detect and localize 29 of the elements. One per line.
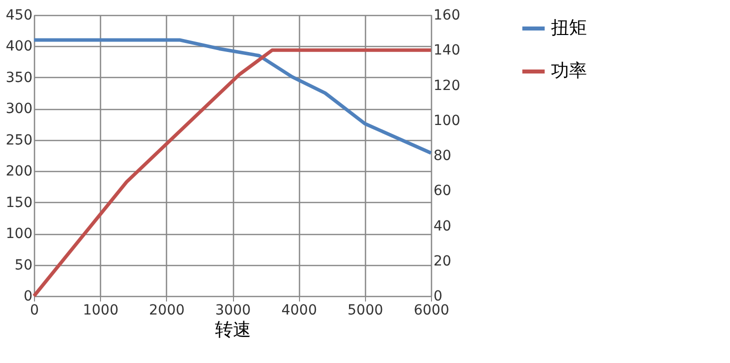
y-tick-label: 400	[6, 38, 32, 55]
x-tick-label: 4000	[281, 302, 317, 318]
x-tick-label: 6000	[414, 302, 450, 318]
y-tick-label: 350	[6, 70, 32, 86]
y-tick-label: 300	[6, 101, 32, 118]
y2-tick-label: 0	[434, 288, 442, 304]
y-tick-label: 450	[6, 8, 32, 24]
y2-tick-label: 80	[434, 148, 452, 164]
legend-label: 功率	[551, 60, 587, 82]
x-tick-label: 1000	[82, 302, 118, 318]
y2-tick-label: 100	[434, 112, 460, 129]
y-tick-label: 100	[6, 226, 32, 242]
y2-tick-label: 40	[434, 218, 452, 234]
x-tick-label: 3000	[215, 302, 251, 318]
x-axis-title: 转速	[215, 320, 251, 340]
y2-tick-label: 160	[434, 8, 460, 24]
y2-tick-label: 120	[434, 78, 460, 94]
y-tick-label: 200	[6, 164, 32, 180]
y2-tick-label: 140	[434, 42, 460, 59]
x-tick-label: 5000	[348, 302, 384, 318]
y-tick-label: 250	[6, 132, 32, 148]
y-tick-label: 150	[6, 194, 32, 211]
line-series	[32, 38, 433, 155]
y2-tick-label: 20	[434, 253, 452, 270]
y-tick-label: 0	[24, 288, 32, 304]
y-tick-label: 50	[14, 257, 32, 274]
y2-tick-label: 60	[434, 183, 452, 200]
legend-label: 扭矩	[551, 18, 587, 38]
x-tick-label: 2000	[149, 302, 185, 318]
